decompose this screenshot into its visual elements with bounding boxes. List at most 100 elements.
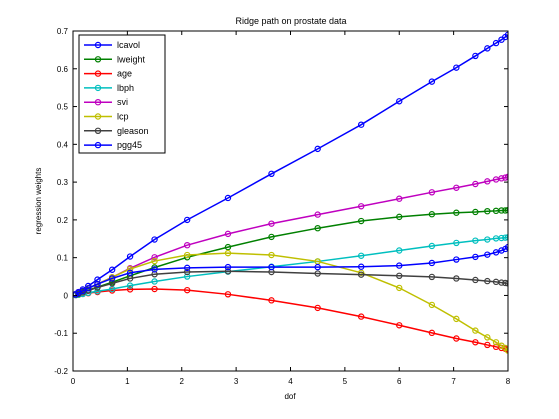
y-tick-label: -0.1 xyxy=(54,329,68,338)
series-line-lcavol xyxy=(75,34,508,295)
data-point xyxy=(472,52,479,60)
data-point xyxy=(453,256,460,263)
data-point xyxy=(453,335,460,342)
data-point xyxy=(151,285,158,293)
legend-marker xyxy=(94,84,102,92)
data-point xyxy=(268,233,275,241)
data-point xyxy=(126,282,134,289)
data-point xyxy=(396,98,403,105)
legend-marker xyxy=(94,70,102,77)
x-tick-label: 4 xyxy=(288,377,293,386)
data-point xyxy=(314,224,321,232)
data-point xyxy=(492,339,500,346)
x-tick-label: 3 xyxy=(234,377,239,386)
data-point xyxy=(428,301,436,309)
data-point xyxy=(183,241,191,249)
data-point xyxy=(484,251,491,258)
x-tick-label: 8 xyxy=(506,377,511,386)
legend-label: pgg45 xyxy=(117,140,142,150)
data-point xyxy=(484,334,491,341)
data-point xyxy=(428,273,436,281)
x-tick-label: 2 xyxy=(180,377,185,386)
legend: lcavol lweight age lbph svi lcp gleason pgg45 xyxy=(78,34,166,154)
x-tick-label: 6 xyxy=(397,377,402,386)
data-point xyxy=(357,313,365,320)
data-point xyxy=(472,237,479,244)
data-point xyxy=(396,322,403,329)
data-point xyxy=(314,211,321,218)
legend-item-gleason: gleason xyxy=(84,126,149,136)
data-point xyxy=(268,297,275,304)
data-point xyxy=(357,252,365,259)
data-point xyxy=(453,184,460,191)
legend-label: lbph xyxy=(117,83,134,93)
data-point xyxy=(126,265,134,273)
data-point xyxy=(151,257,158,265)
legend-label: gleason xyxy=(117,126,149,136)
chart-title: Ridge path on prostate data xyxy=(235,16,346,26)
legend-marker xyxy=(94,113,102,120)
legend-item-lcp: lcp xyxy=(84,112,129,122)
data-point xyxy=(396,272,403,279)
data-point xyxy=(183,251,191,259)
data-point xyxy=(498,207,505,214)
legend-label: lcp xyxy=(117,112,129,122)
data-point xyxy=(484,236,491,243)
data-point xyxy=(268,251,275,259)
data-point xyxy=(268,220,275,227)
x-axis-label: dof xyxy=(284,392,296,401)
data-point xyxy=(151,278,158,285)
data-point xyxy=(151,266,158,273)
data-point xyxy=(151,236,158,243)
data-point xyxy=(453,315,460,323)
data-point xyxy=(357,203,365,210)
data-point xyxy=(108,266,116,273)
data-point xyxy=(224,194,232,202)
data-point xyxy=(428,211,436,218)
legend-item-lbph: lbph xyxy=(84,83,134,93)
data-point xyxy=(183,264,191,272)
legend-item-lweight: lweight xyxy=(84,54,146,64)
series-line-pgg45 xyxy=(75,246,508,295)
series-line-lbph xyxy=(75,236,508,296)
legend-marker xyxy=(94,98,102,106)
data-point xyxy=(94,276,101,283)
y-tick-label: 0.5 xyxy=(57,103,69,112)
data-point xyxy=(268,170,275,177)
legend-item-lcavol: lcavol xyxy=(84,40,140,50)
data-point xyxy=(492,249,500,256)
ticks-layer: 0 1 2 3 4 5 6 7 8 -0.2 -0.1 0 0.1 0.2 0.3 0.4 0.5 0.6 0.7 xyxy=(54,27,511,386)
data-point xyxy=(396,213,403,221)
y-tick-label: 0.1 xyxy=(57,254,69,263)
data-point xyxy=(79,287,86,295)
data-point xyxy=(314,263,321,271)
y-tick-label: 0.7 xyxy=(57,27,69,36)
data-point xyxy=(357,263,365,270)
data-point xyxy=(396,247,403,254)
data-point xyxy=(224,243,232,251)
data-point xyxy=(357,271,365,278)
legend-marker xyxy=(94,127,102,134)
series-gleason xyxy=(73,268,508,298)
data-point xyxy=(484,207,491,215)
legend-box xyxy=(78,34,166,154)
data-point xyxy=(224,230,232,238)
data-point xyxy=(498,175,505,182)
data-point xyxy=(428,242,436,250)
data-point xyxy=(472,276,479,284)
legend-item-svi: svi xyxy=(84,97,128,107)
data-point xyxy=(94,288,101,295)
data-point xyxy=(183,268,191,276)
data-point xyxy=(268,263,275,271)
x-tick-label: 5 xyxy=(343,377,348,386)
y-tick-label: 0.2 xyxy=(57,216,69,225)
data-point xyxy=(453,209,460,216)
data-point xyxy=(492,39,500,47)
series-line-gleason xyxy=(75,270,508,296)
data-point xyxy=(498,234,505,242)
data-point xyxy=(357,217,365,225)
legend-label: lcavol xyxy=(117,40,140,50)
data-point xyxy=(183,286,191,294)
data-point xyxy=(314,145,321,153)
